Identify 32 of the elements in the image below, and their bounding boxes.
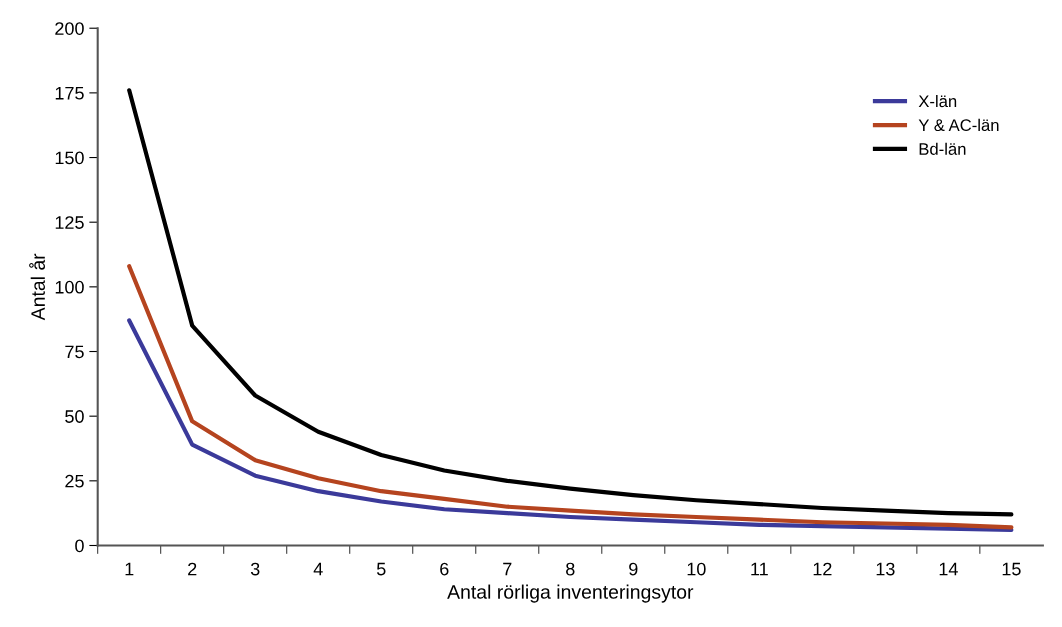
y-tick-label: 50 [65, 410, 84, 423]
x-tick-label: 10 [687, 562, 706, 576]
x-tick-label: 7 [503, 562, 512, 576]
x-tick-label: 13 [876, 562, 895, 576]
x-tick-label: 9 [629, 562, 638, 576]
y-tick-label: 200 [55, 22, 84, 35]
x-axis-title: Antal rörliga inventeringsytor [447, 584, 694, 603]
y-tick-label: 100 [55, 280, 84, 294]
line-series [127, 318, 1014, 533]
legend-label: Y & AC-län [918, 118, 999, 132]
y-tick-label: 25 [65, 474, 84, 488]
x-tick-label: 8 [566, 562, 575, 576]
x-tick-label: 4 [313, 562, 323, 576]
legend-label: Bd-län [919, 142, 966, 155]
y-axis-title: Antal år [29, 253, 45, 321]
x-tick-label: 1 [125, 562, 134, 576]
x-tick-label: 11 [751, 562, 768, 576]
y-tick-label: 175 [55, 87, 84, 100]
y-tick-label: 0 [75, 539, 84, 553]
y-tick-label: 75 [65, 345, 84, 359]
x-tick-label: 12 [813, 562, 832, 576]
x-tick-label: 5 [376, 562, 386, 576]
y-tick-label: 125 [55, 216, 84, 229]
x-tick-label: 15 [1002, 562, 1021, 576]
legend-label: X-län [918, 94, 957, 108]
x-tick-label: 2 [188, 562, 197, 576]
line-series [127, 88, 1014, 517]
line-series [127, 264, 1014, 530]
y-tick-label: 150 [55, 151, 84, 165]
x-tick-label: 3 [250, 562, 260, 576]
x-tick-label: 14 [939, 562, 958, 576]
x-tick-label: 6 [440, 562, 449, 576]
